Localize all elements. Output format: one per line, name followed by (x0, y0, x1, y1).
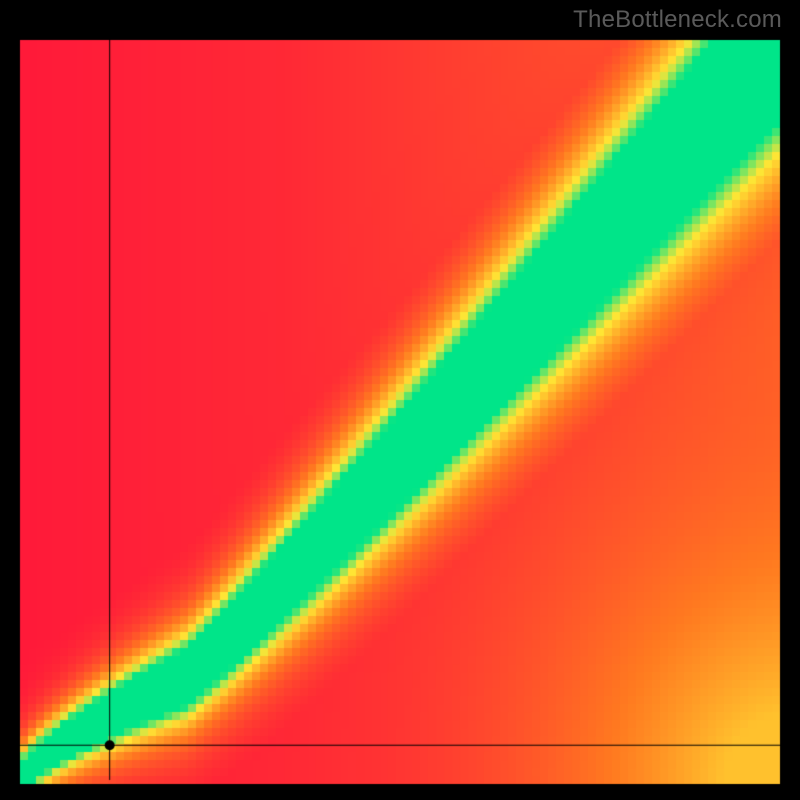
watermark-text: TheBottleneck.com (573, 6, 782, 34)
bottleneck-heatmap (0, 0, 800, 800)
